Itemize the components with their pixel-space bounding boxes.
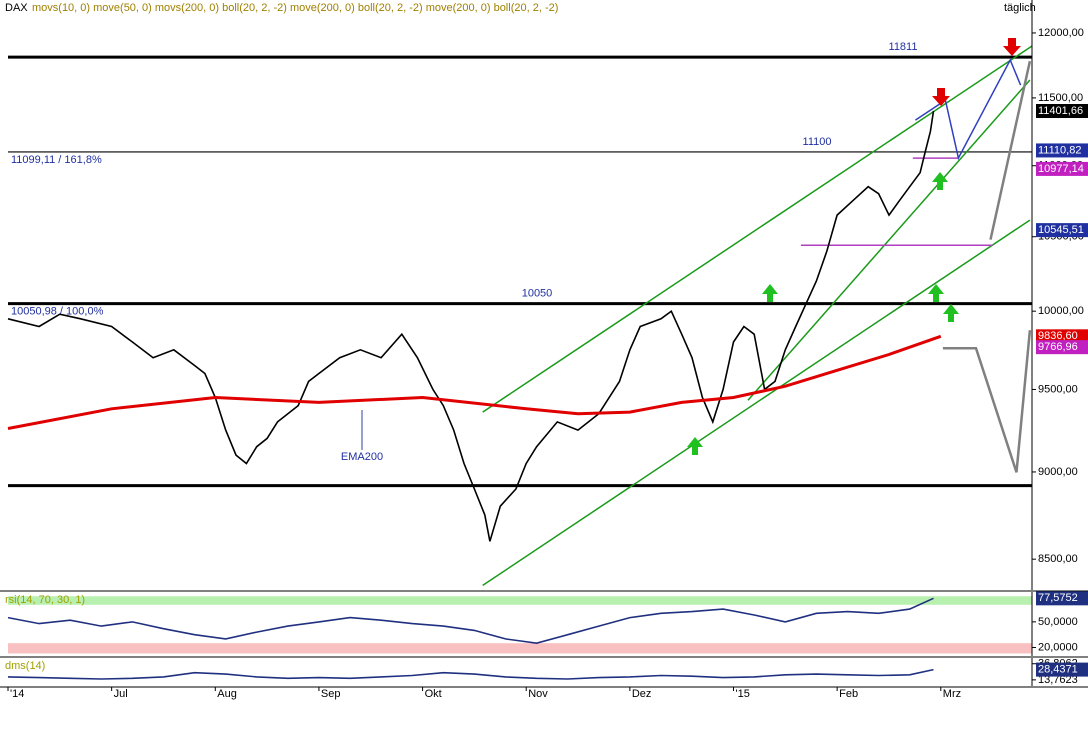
overlay-line [482, 219, 1031, 587]
ticker: DAX [5, 2, 28, 14]
x-tick-label: Dez [632, 688, 652, 700]
fib-label: 10050,98 / 100,0% [11, 305, 104, 317]
y-tick-label: 8500,00 [1038, 553, 1078, 565]
buy-arrow [928, 284, 944, 302]
buy-arrow [932, 172, 948, 190]
y-tick-label: 10000,00 [1038, 305, 1084, 317]
value-box [1036, 591, 1088, 606]
x-tick-label: Mrz [943, 688, 961, 700]
buy-arrow [687, 437, 703, 455]
y-tick-label: 9500,00 [1038, 383, 1078, 395]
value-label: 11401,66 [1038, 105, 1083, 117]
x-tick-label: '14 [10, 688, 24, 700]
x-tick-label: '15 [736, 688, 750, 700]
y-tick-label: 13,7623 [1038, 674, 1078, 686]
x-tick-label: Okt [425, 688, 442, 700]
series-line [7, 110, 935, 542]
value-label: 9766,96 [1038, 341, 1078, 353]
buy-arrow [943, 304, 959, 322]
signal-arrows [361, 38, 1021, 455]
value-box [1036, 143, 1088, 158]
ema-label: EMA200 [341, 451, 383, 463]
y-tick-label: 11500,00 [1038, 92, 1083, 104]
period: täglich [1004, 2, 1036, 14]
sell-arrow [932, 88, 950, 106]
value-box [1036, 340, 1088, 355]
overlay-line [914, 58, 1022, 161]
value-label: 77,5752 [1038, 592, 1078, 604]
fib-label: 11099,11 / 161,8% [11, 154, 102, 166]
level-label: 11100 [803, 136, 832, 148]
y-tick-label: 50,0000 [1038, 616, 1078, 628]
panel-title: dms(14) [5, 660, 45, 672]
value-label: 11110,82 [1038, 144, 1081, 156]
value-box [1036, 223, 1088, 238]
overlay-line [482, 45, 1033, 413]
overlay-line [747, 79, 1031, 401]
value-box [1036, 662, 1088, 677]
value-box [1036, 329, 1088, 344]
x-tick-label: Jul [114, 688, 128, 700]
series-line [7, 597, 934, 645]
series-line [7, 334, 942, 430]
sell-arrow [1003, 38, 1021, 56]
value-label: 9836,60 [1038, 330, 1078, 342]
band [8, 596, 1032, 605]
value-box [1036, 161, 1088, 176]
value-box [1036, 104, 1088, 119]
level-label: 10050 [522, 287, 553, 299]
value-label: 10545,51 [1038, 224, 1084, 236]
overlay-line [942, 330, 1032, 473]
series-line [7, 668, 934, 680]
panel-title: rsi(14, 70, 30, 1) [5, 594, 85, 606]
level-label: 11811 [889, 41, 918, 53]
y-tick-label: 20,0000 [1038, 641, 1078, 653]
y-tick-label: 9000,00 [1038, 466, 1078, 478]
value-label: 28,4371 [1038, 664, 1078, 676]
indicators: movs(10, 0) move(50, 0) movs(200, 0) bol… [32, 2, 558, 14]
overlay-line [989, 60, 1032, 240]
x-tick-label: Feb [839, 688, 858, 700]
x-tick-label: Aug [217, 688, 237, 700]
buy-arrow [762, 284, 778, 302]
x-tick-label: Sep [321, 688, 341, 700]
y-tick-label: 12000,00 [1038, 27, 1084, 39]
x-tick-label: Nov [528, 688, 548, 700]
value-label: 10977,14 [1038, 163, 1084, 175]
band [8, 643, 1032, 654]
